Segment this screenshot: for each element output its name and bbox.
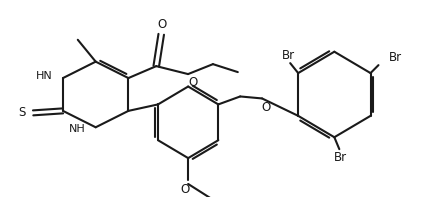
Text: S: S (18, 106, 25, 119)
Text: Br: Br (282, 49, 295, 62)
Text: Br: Br (388, 51, 402, 64)
Text: HN: HN (36, 71, 53, 81)
Text: O: O (181, 183, 190, 196)
Text: Br: Br (334, 151, 347, 164)
Text: O: O (157, 18, 167, 31)
Text: O: O (188, 76, 198, 89)
Text: NH: NH (69, 124, 86, 134)
Text: O: O (262, 101, 271, 114)
